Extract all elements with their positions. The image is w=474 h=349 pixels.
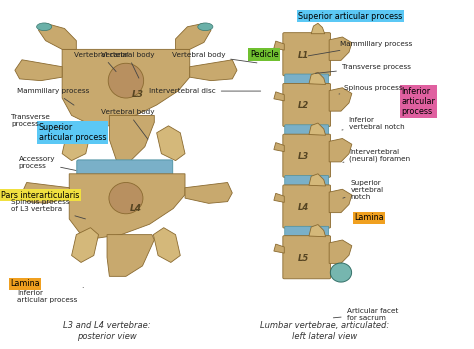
Polygon shape <box>22 183 69 203</box>
Polygon shape <box>274 143 284 151</box>
Text: L3: L3 <box>298 152 309 161</box>
Text: Transverse process: Transverse process <box>315 64 411 73</box>
Polygon shape <box>154 228 180 262</box>
Polygon shape <box>274 244 284 253</box>
Polygon shape <box>38 23 76 49</box>
Text: Vertebral body: Vertebral body <box>101 109 155 139</box>
Polygon shape <box>329 189 352 213</box>
FancyBboxPatch shape <box>283 33 330 76</box>
Text: Inferior
articular process: Inferior articular process <box>17 288 83 303</box>
Ellipse shape <box>109 183 143 214</box>
Polygon shape <box>175 23 211 49</box>
Text: Spinous process: Spinous process <box>339 84 402 94</box>
Polygon shape <box>274 92 284 101</box>
Text: L4: L4 <box>129 204 141 213</box>
Polygon shape <box>311 23 325 34</box>
FancyBboxPatch shape <box>285 176 328 185</box>
Polygon shape <box>329 37 352 60</box>
Text: Superior articular process: Superior articular process <box>299 12 403 21</box>
Polygon shape <box>15 60 62 81</box>
Text: L1: L1 <box>298 51 309 60</box>
Text: Pedicle: Pedicle <box>250 50 278 59</box>
Text: L3 and L4 vertebrae:
posterior view: L3 and L4 vertebrae: posterior view <box>63 321 151 341</box>
Polygon shape <box>274 41 284 50</box>
Text: Lamina: Lamina <box>10 280 40 289</box>
Polygon shape <box>309 126 326 136</box>
Polygon shape <box>109 116 155 161</box>
FancyBboxPatch shape <box>285 125 328 134</box>
Text: Vertebral body: Vertebral body <box>101 52 155 78</box>
Polygon shape <box>309 224 326 237</box>
Polygon shape <box>329 240 352 263</box>
Polygon shape <box>185 183 232 203</box>
FancyBboxPatch shape <box>283 83 330 127</box>
Polygon shape <box>329 88 352 111</box>
FancyBboxPatch shape <box>77 160 173 175</box>
Text: Inferior
vertebral notch: Inferior vertebral notch <box>342 117 404 130</box>
Polygon shape <box>309 123 326 135</box>
Text: Inferior
articular
process: Inferior articular process <box>401 87 435 117</box>
Polygon shape <box>107 235 155 276</box>
Polygon shape <box>72 228 99 262</box>
Text: L2: L2 <box>298 101 309 110</box>
Ellipse shape <box>330 263 352 282</box>
Ellipse shape <box>198 23 213 31</box>
Text: L3: L3 <box>132 90 144 99</box>
Polygon shape <box>62 49 190 126</box>
FancyBboxPatch shape <box>283 185 330 228</box>
Text: L4: L4 <box>298 203 309 212</box>
Polygon shape <box>62 126 91 161</box>
Polygon shape <box>274 193 284 202</box>
Polygon shape <box>329 139 352 162</box>
Text: Mammillary process: Mammillary process <box>17 88 90 105</box>
Text: Lumbar vertebrae, articulated:
left lateral view: Lumbar vertebrae, articulated: left late… <box>260 321 389 341</box>
Text: L5: L5 <box>298 254 309 262</box>
FancyBboxPatch shape <box>285 74 328 84</box>
Polygon shape <box>156 126 185 161</box>
Polygon shape <box>309 227 326 238</box>
FancyBboxPatch shape <box>283 236 330 279</box>
Text: Superior
vertebral
notch: Superior vertebral notch <box>343 180 383 200</box>
Ellipse shape <box>36 23 52 31</box>
Polygon shape <box>309 72 326 84</box>
Polygon shape <box>309 176 326 187</box>
Polygon shape <box>190 60 237 81</box>
FancyBboxPatch shape <box>283 134 330 177</box>
Polygon shape <box>309 174 326 186</box>
Text: Vertebral body: Vertebral body <box>172 52 257 63</box>
FancyBboxPatch shape <box>285 226 328 236</box>
Text: Pars interarticularis: Pars interarticularis <box>0 191 79 200</box>
Text: Superior
articular process: Superior articular process <box>38 123 106 142</box>
Polygon shape <box>69 174 185 238</box>
Text: Spinous process
of L3 vertebra: Spinous process of L3 vertebra <box>11 199 85 219</box>
Text: Transverse
process: Transverse process <box>11 114 62 129</box>
Text: Vertebral canal: Vertebral canal <box>74 52 129 72</box>
Polygon shape <box>309 75 326 86</box>
Text: Intervertebral disc: Intervertebral disc <box>149 88 261 94</box>
Ellipse shape <box>108 63 144 98</box>
Text: Lamina: Lamina <box>354 214 384 222</box>
Text: Accessory
process: Accessory process <box>18 156 76 170</box>
Text: Articular facet
for sacrum: Articular facet for sacrum <box>333 308 398 321</box>
Text: Intervertebral
(neural) foramen: Intervertebral (neural) foramen <box>343 149 410 162</box>
Text: Mammillary process: Mammillary process <box>308 41 412 56</box>
